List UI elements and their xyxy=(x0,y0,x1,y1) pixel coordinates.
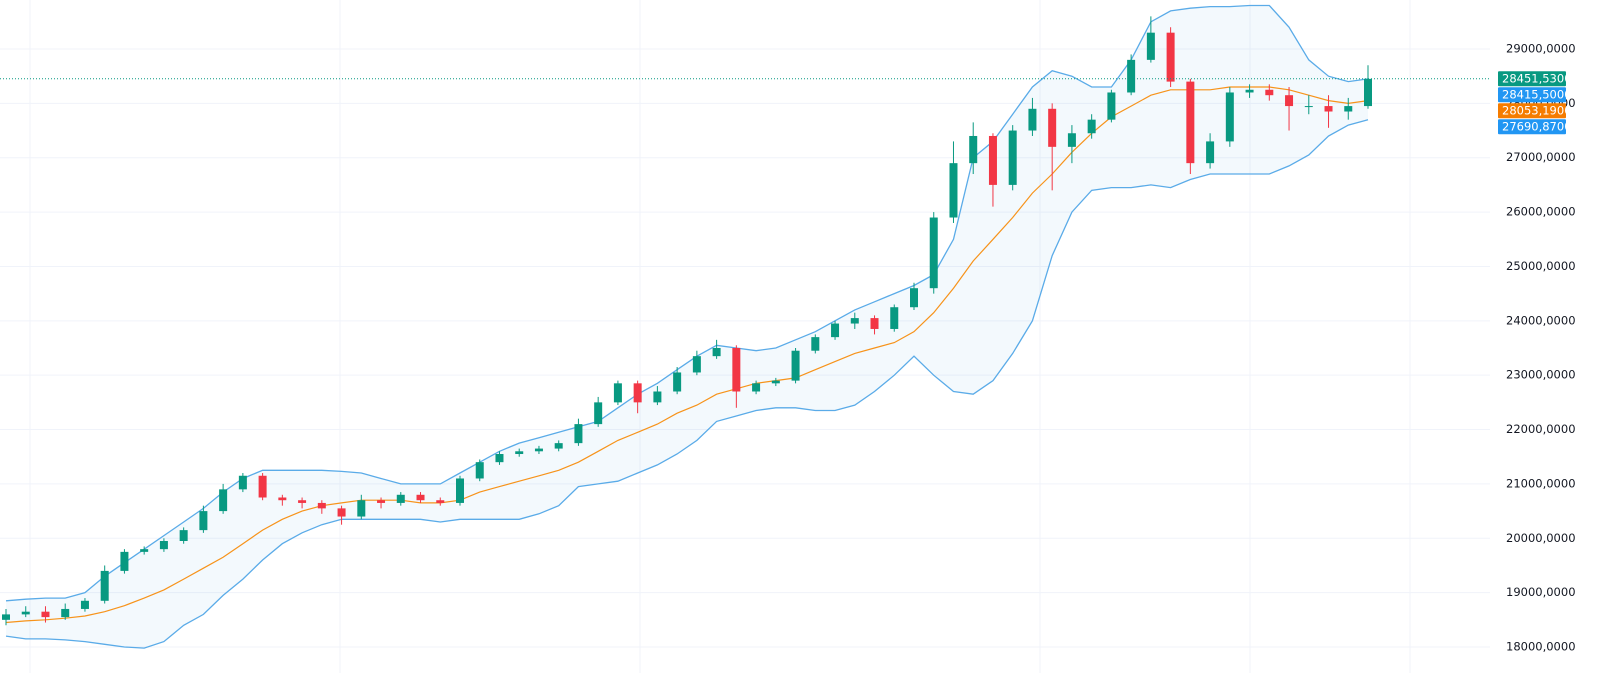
price-tag-label: 27690,8700 xyxy=(1502,119,1572,133)
candle-body xyxy=(80,600,89,609)
candle-body xyxy=(317,502,326,509)
candle-body xyxy=(594,402,603,425)
candle-body xyxy=(692,356,701,373)
band-fill xyxy=(6,5,1368,649)
y-tick-label: 23000,0000 xyxy=(1506,368,1576,382)
candle-body xyxy=(41,611,50,618)
candle-body xyxy=(278,497,287,501)
candle-body xyxy=(653,391,662,403)
candle-body xyxy=(298,500,307,503)
candle-body xyxy=(1067,133,1076,147)
candle-body xyxy=(1206,141,1215,164)
candle-body xyxy=(1344,106,1353,112)
band-lower xyxy=(5,119,1369,649)
candle-body xyxy=(238,475,247,490)
candle-body xyxy=(752,383,761,392)
candle-body xyxy=(21,611,30,615)
price-tag xyxy=(1498,87,1566,103)
candle-body xyxy=(1087,119,1096,134)
candle-body xyxy=(534,448,543,452)
price-tag-label: 28451,5300 xyxy=(1502,71,1572,85)
candle-body xyxy=(436,500,445,503)
candle-body xyxy=(929,217,938,289)
candle-body xyxy=(1127,59,1136,93)
y-tick-label: 21000,0000 xyxy=(1506,476,1576,490)
candle-body xyxy=(100,570,109,601)
candle-body xyxy=(831,323,840,338)
candle-body xyxy=(1304,106,1313,108)
candle-body xyxy=(771,380,780,384)
time-grid xyxy=(29,0,1411,673)
band-basis xyxy=(5,86,1369,624)
candle-body xyxy=(633,383,642,403)
price-tag-label: 28053,1900 xyxy=(1502,103,1572,117)
candle-body xyxy=(613,383,622,403)
candle-body xyxy=(377,500,386,503)
y-tick-label: 20000,0000 xyxy=(1506,531,1576,545)
candle-body xyxy=(910,288,918,308)
candle-body xyxy=(791,350,800,381)
candle-body xyxy=(1364,78,1372,107)
candle-body xyxy=(456,478,464,503)
candle-body xyxy=(61,608,70,618)
candle-body xyxy=(1048,108,1057,147)
candle-body xyxy=(574,424,583,444)
candle-body xyxy=(673,372,682,392)
candle-body xyxy=(1146,32,1155,60)
price-tag xyxy=(1498,71,1566,87)
y-tick-label: 27000,0000 xyxy=(1506,150,1576,164)
y-tick-label: 29000,0000 xyxy=(1506,41,1576,55)
y-tick-label: 24000,0000 xyxy=(1506,313,1576,327)
candle-body xyxy=(1107,92,1116,120)
y-tick-label: 26000,0000 xyxy=(1506,205,1576,219)
candle-body xyxy=(1186,81,1195,164)
y-tick-label: 25000,0000 xyxy=(1506,259,1576,273)
y-tick-label: 19000,0000 xyxy=(1506,585,1576,599)
candle-body xyxy=(515,451,524,455)
candle-body xyxy=(159,540,168,550)
candle-body xyxy=(870,318,879,329)
candle-body xyxy=(1028,108,1037,131)
candle-body xyxy=(1245,89,1254,93)
candle-body xyxy=(396,494,405,503)
candle-body xyxy=(258,475,267,498)
candle-body xyxy=(337,508,346,517)
candle-body xyxy=(475,462,484,479)
price-tag xyxy=(1498,119,1566,135)
candle-body xyxy=(850,318,859,324)
y-tick-label: 22000,0000 xyxy=(1506,422,1576,436)
candle-body xyxy=(2,614,10,620)
candle-body xyxy=(1265,89,1274,96)
candle-body xyxy=(120,551,129,571)
band-upper xyxy=(5,4,1369,602)
candle-body xyxy=(554,443,563,449)
candle-body xyxy=(890,307,899,329)
candle-body xyxy=(1008,130,1017,185)
candle-body xyxy=(357,500,366,517)
candle-body xyxy=(179,530,188,541)
candle-body xyxy=(988,135,997,185)
candle-body xyxy=(1285,95,1294,107)
candle-body xyxy=(495,454,504,463)
candle-body xyxy=(199,511,208,531)
candle-body xyxy=(140,549,149,552)
price-tag xyxy=(1498,103,1566,119)
candle-body xyxy=(219,489,228,512)
candle-body xyxy=(1324,106,1333,112)
candle-body xyxy=(712,347,721,357)
candle-body xyxy=(1225,92,1234,142)
y-tick-label: 18000,0000 xyxy=(1506,640,1576,654)
candle-body xyxy=(1166,32,1175,82)
price-tag-label: 28415,5000 xyxy=(1502,87,1572,101)
candle-body xyxy=(732,347,741,392)
candle-body xyxy=(416,494,425,501)
candle-body xyxy=(811,337,820,351)
candle-body xyxy=(949,163,958,218)
candle-body xyxy=(969,135,978,164)
